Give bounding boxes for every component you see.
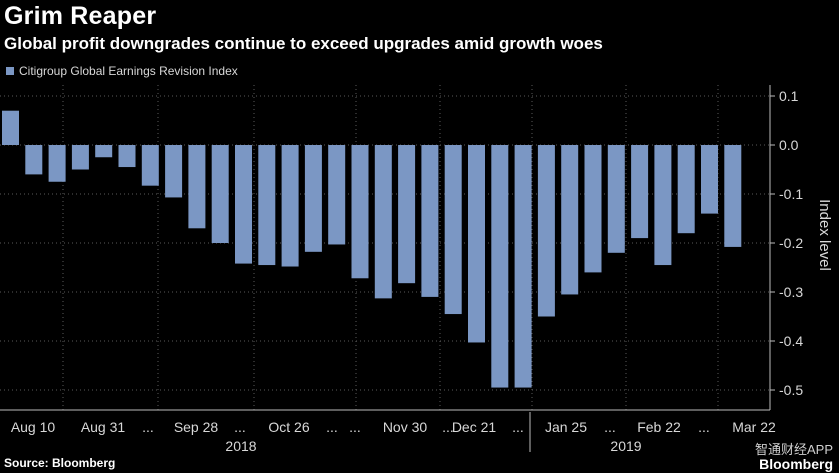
x-tick-label: Jan 25 <box>545 419 587 435</box>
bar <box>374 145 392 299</box>
bar <box>584 145 602 273</box>
x-tick-label: Aug 31 <box>81 419 126 435</box>
y-tick-label: 0.1 <box>779 88 799 104</box>
bar <box>25 145 43 175</box>
x-tick-label: ... <box>698 419 710 435</box>
bar <box>724 145 742 247</box>
bar <box>118 145 136 168</box>
x-tick-label: ... <box>142 419 154 435</box>
chart-title: Grim Reaper <box>4 2 157 30</box>
bar <box>607 145 625 253</box>
x-tick-label: Dec 21 <box>452 419 497 435</box>
bar <box>71 145 89 170</box>
bar <box>95 145 113 158</box>
x-tick-label: Nov 30 <box>383 419 428 435</box>
bar <box>188 145 206 229</box>
y-tick-label: 0.0 <box>779 137 799 153</box>
bar <box>304 145 322 252</box>
bar <box>444 145 462 315</box>
bar <box>514 145 532 388</box>
bar <box>654 145 672 266</box>
x-tick-label: ... <box>442 419 454 435</box>
legend-swatch <box>6 67 14 75</box>
bar <box>468 145 485 343</box>
legend: Citigroup Global Earnings Revision Index <box>6 64 238 78</box>
x-tick-label: Mar 22 <box>732 419 776 435</box>
y-tick-label: -0.5 <box>779 382 803 398</box>
x-tick-label: Feb 22 <box>637 419 681 435</box>
x-tick-label: ... <box>512 419 524 435</box>
bar <box>235 145 252 264</box>
x-tick-label: ... <box>604 419 616 435</box>
y-tick-label: -0.4 <box>779 333 803 349</box>
axes: 0.1 0.0 -0.1 -0.2 -0.3 -0.4 -0.5 Aug 10 Aug 31..… <box>0 85 803 454</box>
bar <box>537 145 555 317</box>
y-tick-label: -0.1 <box>779 186 803 202</box>
x-tick-label: ... <box>234 419 246 435</box>
bar <box>328 145 346 245</box>
bar <box>631 145 649 239</box>
chart-subtitle: Global profit downgrades continue to exc… <box>4 34 603 53</box>
bar <box>48 145 66 182</box>
bar <box>281 145 299 267</box>
bar <box>141 145 159 186</box>
x-tick-label: ... <box>326 419 338 435</box>
y-tick-label: -0.3 <box>779 284 803 300</box>
bar <box>491 145 509 388</box>
bar <box>2 110 19 145</box>
watermark: 智通财经APP <box>754 442 833 457</box>
bar <box>561 145 579 295</box>
y-axis-label: Index level <box>816 199 833 271</box>
x-tick-label: Oct 26 <box>268 419 309 435</box>
bar <box>421 145 439 297</box>
source-note: Source: Bloomberg <box>4 456 116 470</box>
bar <box>677 145 695 234</box>
bar <box>398 145 416 284</box>
x-tick-label: ... <box>349 419 361 435</box>
x-tick-label: Sep 28 <box>174 419 219 435</box>
legend-label: Citigroup Global Earnings Revision Index <box>19 64 238 78</box>
year-label: 2019 <box>610 438 641 454</box>
bars <box>2 110 742 388</box>
x-tick-label: Aug 10 <box>11 419 56 435</box>
bar <box>258 145 276 266</box>
y-tick-label: -0.2 <box>779 235 803 251</box>
bar <box>701 145 718 214</box>
bar <box>211 145 229 243</box>
bloomberg-logo: Bloomberg <box>759 456 833 472</box>
bar <box>351 145 369 279</box>
bar <box>165 145 183 198</box>
year-label: 2018 <box>225 438 256 454</box>
